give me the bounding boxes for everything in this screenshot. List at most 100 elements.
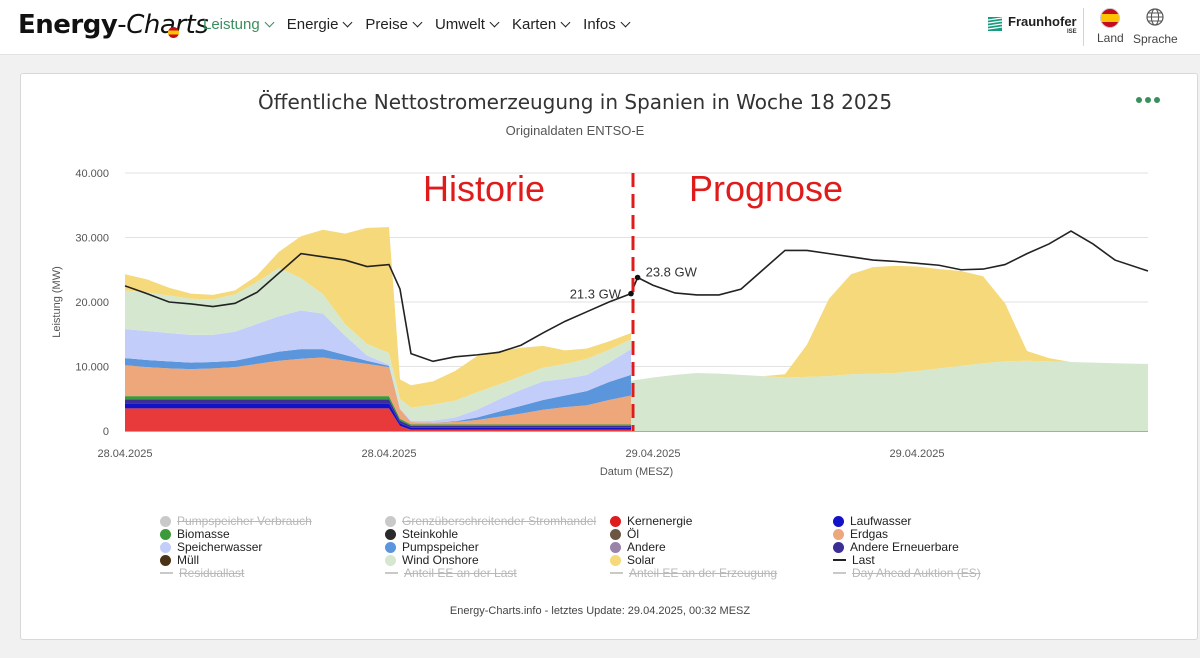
logo-main: Energy [18, 10, 118, 40]
legend-item[interactable]: Solar [610, 553, 655, 567]
legend-dot-icon [385, 528, 396, 540]
dot-icon [1154, 97, 1160, 103]
legend-item[interactable]: Öl [610, 527, 639, 541]
legend-dot-icon [160, 528, 171, 540]
country-label: Land [1097, 31, 1124, 45]
legend-item[interactable]: Day Ahead Auktion (ES) [833, 566, 981, 580]
area-biomasse [125, 396, 631, 426]
energy-charts-logo[interactable]: Energy-Charts [18, 10, 209, 40]
brand-sub: ISE [1066, 29, 1077, 35]
x-tick-label: 28.04.2025 [97, 448, 152, 460]
chart-annotations: Historie Prognose 21.3 GW 23.8 GW [423, 168, 843, 431]
forecast-area-solar [631, 265, 1148, 381]
nav-label: Energie [286, 16, 339, 33]
legend-label: Anteil EE an der Last [404, 566, 517, 580]
legend-item[interactable]: Residuallast [160, 566, 244, 580]
legend-item[interactable]: Speicherwasser [160, 540, 262, 554]
nav-infos[interactable]: Infos [583, 16, 631, 33]
point-label: 21.3 GW [570, 287, 622, 302]
legend-label: Day Ahead Auktion (ES) [852, 566, 981, 580]
legend-item[interactable]: Kernenergie [610, 514, 692, 528]
legend-item[interactable]: Anteil EE an der Last [385, 566, 517, 580]
legend-label: Pumpspeicher [402, 540, 479, 554]
area-solar [125, 227, 631, 408]
legend-dot-icon [833, 515, 844, 527]
legend-item[interactable]: Müll [160, 553, 199, 567]
nav-preise[interactable]: Preise [365, 16, 423, 33]
point-label: 23.8 GW [646, 264, 698, 279]
legend-dot-icon [160, 554, 171, 566]
legend-label: Steinkohle [402, 527, 459, 541]
area-andere-erneuerbare [125, 399, 631, 428]
annotation-historie: Historie [423, 168, 545, 209]
y-axis-label: Leistung (MW) [51, 266, 63, 338]
logo-sep: - [117, 10, 127, 40]
legend-dot-icon [160, 515, 171, 527]
nav-karten[interactable]: Karten [511, 16, 571, 33]
legend-label: Anteil EE an der Erzeugung [629, 566, 778, 580]
legend-label: Grenzüberschreitender Stromhandel [402, 514, 597, 528]
y-tick-label: 0 [103, 426, 109, 438]
nav-label: Preise [365, 16, 408, 33]
legend-label: Andere Erneuerbare [850, 540, 959, 554]
legend-item[interactable]: Pumpspeicher [385, 540, 479, 554]
nav-label: Infos [583, 16, 616, 33]
legend-line-icon [385, 572, 398, 574]
legend-item[interactable]: Erdgas [833, 527, 888, 541]
brand-name: Fraunhofer [1008, 14, 1077, 29]
fraunhofer-mark-icon [988, 17, 1002, 31]
language-label: Sprache [1133, 32, 1178, 46]
nav-leistung[interactable]: Leistung [203, 16, 275, 33]
y-tick-label: 20.000 [75, 297, 109, 309]
x-tick-label: 29.04.2025 [625, 448, 680, 460]
language-selector[interactable]: Sprache [1133, 8, 1178, 46]
legend-dot-icon [833, 528, 844, 540]
legend-label: Last [852, 553, 875, 567]
legend-item[interactable]: Pumpspeicher Verbrauch [160, 514, 312, 528]
forecast-area-wind-onshore [631, 360, 1148, 431]
legend-dot-icon [610, 515, 621, 527]
nav-label: Umwelt [434, 16, 485, 33]
legend-label: Erdgas [850, 527, 889, 541]
top-bar: Energy-Charts Leistung Energie Preise Um… [0, 0, 1200, 55]
legend-label: Pumpspeicher Verbrauch [177, 514, 312, 528]
legend-line-icon [610, 572, 623, 574]
chart-title: Öffentliche Nettostromerzeugung in Spani… [257, 90, 893, 114]
legend-dot-icon [610, 554, 621, 566]
y-tick-label: 40.000 [75, 168, 109, 180]
legend-item[interactable]: Andere [610, 540, 666, 554]
legend-item[interactable]: Last [833, 553, 875, 567]
nav-umwelt[interactable]: Umwelt [434, 16, 500, 33]
country-selector[interactable]: Land [1097, 8, 1124, 45]
legend-item[interactable]: Anteil EE an der Erzeugung [610, 566, 777, 580]
legend-item[interactable]: Andere Erneuerbare [833, 540, 959, 554]
nav-label: Leistung [203, 16, 260, 33]
legend-label: Biomasse [177, 527, 230, 541]
legend-label: Andere [627, 540, 666, 554]
legend-dot-icon [833, 541, 844, 553]
y-tick-label: 10.000 [75, 362, 109, 374]
area-kernenergie [125, 408, 631, 431]
legend-dot-icon [610, 541, 621, 553]
nav-energie[interactable]: Energie [286, 16, 353, 33]
point-marker [634, 274, 641, 281]
spain-flag-icon [168, 27, 179, 38]
logo-italic: Charts [126, 10, 209, 40]
legend-item[interactable]: Laufwasser [833, 514, 911, 528]
legend-label: Residuallast [179, 566, 245, 580]
legend-label: Kernenergie [627, 514, 693, 528]
chart-menu-button[interactable] [1136, 97, 1160, 103]
area-pumpspeicher [125, 349, 631, 423]
area-speicherwasser [125, 310, 631, 423]
chart-areas [125, 227, 1148, 431]
legend-item[interactable]: Wind Onshore [385, 553, 479, 567]
fraunhofer-logo[interactable]: Fraunhofer ISE [988, 15, 1077, 35]
dot-icon [1145, 97, 1151, 103]
legend-label: Öl [627, 527, 639, 541]
legend-item[interactable]: Grenzüberschreitender Stromhandel [385, 514, 596, 528]
nav-label: Karten [511, 16, 557, 33]
legend-dot-icon [385, 554, 396, 566]
legend-item[interactable]: Biomasse [160, 527, 230, 541]
spain-flag-icon [1100, 8, 1121, 28]
legend-item[interactable]: Steinkohle [385, 527, 458, 541]
